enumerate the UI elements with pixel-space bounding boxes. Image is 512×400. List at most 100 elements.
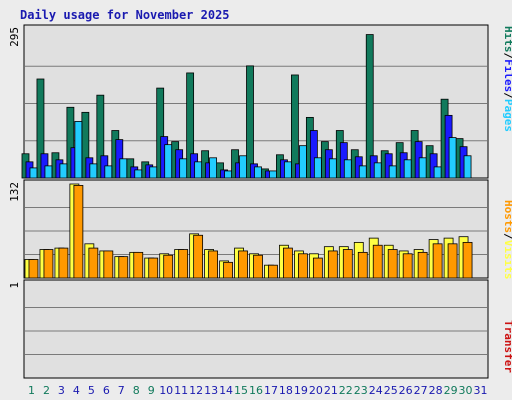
bar-hosts xyxy=(28,259,39,279)
bar-hits xyxy=(156,87,165,179)
bar-hosts xyxy=(43,249,54,279)
bar-pages xyxy=(254,166,262,179)
bar-pages xyxy=(373,162,382,179)
bar-hosts xyxy=(357,251,368,279)
x-tick-label: 28 xyxy=(429,384,443,397)
right-label-part: / xyxy=(502,92,512,99)
x-tick-label: 27 xyxy=(414,384,428,397)
bar-pages xyxy=(149,166,158,179)
right-label-part: Pages xyxy=(502,99,512,132)
bar-hits xyxy=(66,106,75,179)
right-label-middle: Hosts/Visits xyxy=(502,200,512,280)
bar-pages xyxy=(74,121,83,179)
bar-hosts xyxy=(432,243,443,279)
right-label-part: Hits xyxy=(502,26,512,53)
x-tick-label: 7 xyxy=(118,384,125,397)
bar-pages xyxy=(358,165,367,179)
bar-hosts xyxy=(283,247,293,279)
bar-pages xyxy=(89,163,98,179)
x-tick-label: 13 xyxy=(204,384,218,397)
bar-hosts xyxy=(208,250,218,279)
bar-hosts xyxy=(447,243,458,279)
bar-hits xyxy=(96,94,105,179)
right-label-top: Hits/Files/Pages xyxy=(502,26,512,132)
bar-pages xyxy=(224,170,232,179)
bar-hosts xyxy=(342,249,353,279)
bar-files xyxy=(429,153,438,179)
bar-pages xyxy=(313,157,322,179)
x-tick-label: 30 xyxy=(459,384,473,397)
bar-pages xyxy=(418,157,427,179)
bar-pages xyxy=(239,155,247,179)
bar-pages xyxy=(29,167,38,179)
bar-hosts xyxy=(178,249,189,279)
right-label-part: Visits xyxy=(502,240,512,280)
x-tick-label: 14 xyxy=(219,384,233,397)
bar-hosts xyxy=(372,244,383,279)
bar-pages xyxy=(448,137,457,179)
bar-hosts xyxy=(387,249,398,279)
right-label-part: Transfer xyxy=(502,320,512,373)
bar-pages xyxy=(463,155,472,179)
x-tick-label: 10 xyxy=(159,384,173,397)
x-tick-label: 2 xyxy=(43,384,50,397)
y-max-label: 1 xyxy=(8,282,21,289)
right-label-part: Files xyxy=(502,59,512,92)
bar-hosts xyxy=(133,251,144,279)
bar-hosts xyxy=(268,264,278,279)
bar-pages xyxy=(119,158,128,179)
bar-hits xyxy=(36,78,45,179)
bar-hosts xyxy=(417,251,428,279)
bar-pages xyxy=(59,163,68,179)
x-tick-label: 31 xyxy=(474,384,488,397)
bar-hits xyxy=(365,34,374,179)
bar-hosts xyxy=(223,261,233,279)
bar-pages xyxy=(299,145,307,179)
bar-pages xyxy=(179,158,188,179)
bar-pages xyxy=(343,159,352,179)
bar-hosts xyxy=(88,247,99,279)
x-tick-label: 15 xyxy=(234,384,248,397)
right-label-part: / xyxy=(502,233,512,240)
x-tick-label: 18 xyxy=(279,384,293,397)
bar-hosts xyxy=(58,247,69,279)
x-tick-label: 11 xyxy=(174,384,188,397)
bar-hosts xyxy=(103,250,114,279)
x-tick-label: 29 xyxy=(444,384,458,397)
bar-hosts xyxy=(298,253,308,279)
x-tick-label: 26 xyxy=(399,384,413,397)
panel-transfer: 1 xyxy=(8,279,489,379)
x-tick-label: 9 xyxy=(148,384,155,397)
panel-hits-files-pages: 295 xyxy=(8,24,489,179)
x-tick-label: 21 xyxy=(324,384,338,397)
x-tick-label: 5 xyxy=(88,384,95,397)
chart-title: Daily usage for November 2025 xyxy=(20,8,230,22)
bar-pages xyxy=(164,144,173,179)
bar-hits xyxy=(291,74,299,179)
x-tick-label: 24 xyxy=(369,384,383,397)
bar-hosts xyxy=(193,234,204,279)
bar-hits xyxy=(246,65,254,179)
x-tick-label: 22 xyxy=(339,384,353,397)
panel-hosts-visits: 132 xyxy=(8,179,489,279)
bar-pages xyxy=(44,165,53,179)
x-tick-label: 16 xyxy=(249,384,263,397)
x-tick-label: 12 xyxy=(189,384,203,397)
y-max-label: 295 xyxy=(8,27,21,47)
bar-pages xyxy=(284,161,292,179)
bar-pages xyxy=(209,157,217,179)
bar-pages xyxy=(104,165,113,179)
x-tick-label: 1 xyxy=(28,384,35,397)
right-label-part: Hosts xyxy=(502,200,512,233)
bar-files xyxy=(309,130,318,179)
bar-pages xyxy=(388,165,397,179)
right-label-part: / xyxy=(502,53,512,60)
x-tick-label: 3 xyxy=(58,384,65,397)
bar-pages xyxy=(134,169,143,179)
bar-pages xyxy=(328,158,337,179)
right-label-bottom: Transfer xyxy=(502,320,512,373)
x-tick-label: 17 xyxy=(264,384,278,397)
x-tick-label: 20 xyxy=(309,384,323,397)
panel-frame xyxy=(23,279,489,379)
